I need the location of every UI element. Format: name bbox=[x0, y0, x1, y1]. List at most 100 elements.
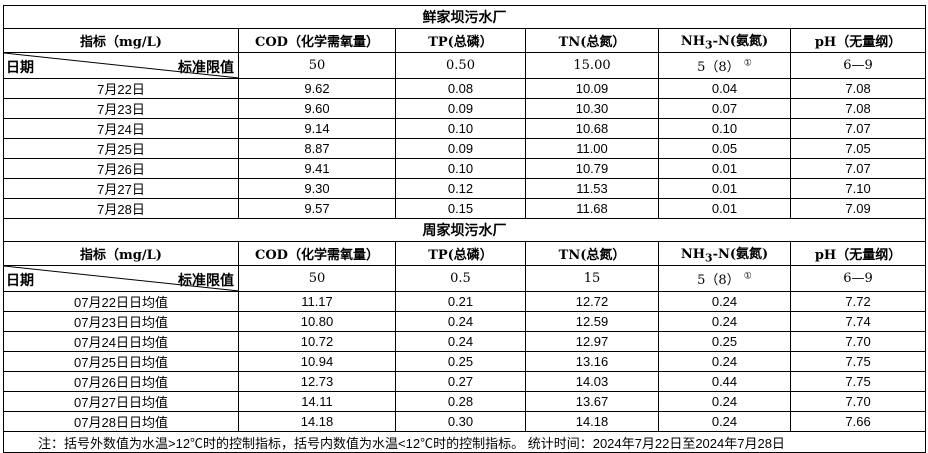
nh3-cell: 0.07 bbox=[658, 98, 791, 119]
date-cell: 7月25日 bbox=[3, 138, 239, 159]
ph-cell: 7.70 bbox=[789, 391, 927, 412]
footnote-marker: ① bbox=[743, 58, 752, 69]
nh3-cell: 0.01 bbox=[658, 178, 791, 199]
tn-cell: 11.53 bbox=[525, 178, 659, 199]
ph-cell: 7.75 bbox=[789, 351, 927, 372]
header-ph: pH（无量纲） bbox=[789, 241, 927, 266]
nh3-text-suffix: -N(氨氮) bbox=[712, 33, 769, 49]
nh3-cell: 0.05 bbox=[658, 138, 791, 159]
table-row: 7月23日 9.60 0.09 10.30 0.07 7.08 bbox=[3, 98, 927, 119]
std-ph: 6—9 bbox=[789, 52, 927, 79]
table-row: 07月22日日均值 11.17 0.21 12.72 0.24 7.72 bbox=[3, 291, 927, 312]
tp-cell: 0.24 bbox=[395, 331, 526, 352]
ph-cell: 7.70 bbox=[789, 331, 927, 352]
diagonal-header-cell: 日期 标准限值 bbox=[3, 52, 239, 79]
tp-cell: 0.09 bbox=[395, 138, 526, 159]
tp-cell: 0.27 bbox=[395, 371, 526, 392]
tp-cell: 0.08 bbox=[395, 78, 526, 99]
tp-cell: 0.10 bbox=[395, 158, 526, 179]
table-row: 07月27日日均值 14.11 0.28 13.67 0.24 7.70 bbox=[3, 391, 927, 412]
date-cell: 7月23日 bbox=[3, 98, 239, 119]
table-row: 07月26日日均值 12.73 0.27 14.03 0.44 7.75 bbox=[3, 371, 927, 392]
plant-name: 鲜家坝污水厂 bbox=[2, 5, 927, 29]
std-tn: 15.00 bbox=[525, 52, 659, 79]
tn-cell: 10.79 bbox=[525, 158, 659, 179]
date-cell: 7月26日 bbox=[3, 158, 239, 179]
std-tn: 15 bbox=[525, 265, 659, 292]
date-label: 日期 bbox=[6, 60, 34, 76]
tn-cell: 11.00 bbox=[525, 138, 659, 159]
tp-cell: 0.30 bbox=[395, 411, 526, 432]
header-cod: COD（化学需氧量） bbox=[238, 28, 396, 53]
date-cell: 7月27日 bbox=[3, 178, 239, 199]
table-row: 7月28日 9.57 0.15 11.68 0.01 7.09 bbox=[3, 198, 927, 219]
date-cell: 07月22日日均值 bbox=[3, 291, 239, 312]
tp-cell: 0.25 bbox=[395, 351, 526, 372]
standard-label: 标准限值 bbox=[178, 273, 234, 289]
standard-row: 日期 标准限值 50 0.50 15.00 5（8） ① 6—9 bbox=[3, 52, 927, 79]
tn-cell: 14.18 bbox=[525, 411, 659, 432]
tn-cell: 10.68 bbox=[525, 118, 659, 139]
std-ph: 6—9 bbox=[789, 265, 927, 292]
cod-cell: 8.87 bbox=[238, 138, 396, 159]
table-row: 7月27日 9.30 0.12 11.53 0.01 7.10 bbox=[3, 178, 927, 199]
tp-cell: 0.24 bbox=[395, 311, 526, 332]
ph-cell: 7.75 bbox=[789, 371, 927, 392]
date-cell: 07月25日日均值 bbox=[3, 351, 239, 372]
header-tn: TN(总氮） bbox=[525, 28, 659, 53]
nh3-cell: 0.44 bbox=[658, 371, 791, 392]
date-cell: 7月24日 bbox=[3, 118, 239, 139]
std-nh3n: 5（8） ① bbox=[658, 265, 791, 292]
plant-title-row: 周家坝污水厂 bbox=[2, 218, 927, 242]
table-row: 07月24日日均值 10.72 0.24 12.97 0.25 7.70 bbox=[3, 331, 927, 352]
header-nh3n: NH3-N(氨氮) bbox=[658, 28, 791, 53]
ph-cell: 7.08 bbox=[789, 98, 927, 119]
tn-cell: 13.67 bbox=[525, 391, 659, 412]
header-indicator: 指标（mg/L) bbox=[3, 241, 239, 266]
std-nh3n: 5（8） ① bbox=[658, 52, 791, 79]
footnote-marker: ① bbox=[743, 271, 752, 282]
ph-cell: 7.07 bbox=[789, 118, 927, 139]
cod-cell: 10.94 bbox=[238, 351, 396, 372]
tn-cell: 10.09 bbox=[525, 78, 659, 99]
ph-cell: 7.07 bbox=[789, 158, 927, 179]
table-row: 7月24日 9.14 0.10 10.68 0.10 7.07 bbox=[3, 118, 927, 139]
header-nh3n: NH3-N(氨氮) bbox=[658, 241, 791, 266]
ph-cell: 7.05 bbox=[789, 138, 927, 159]
tn-cell: 12.97 bbox=[525, 331, 659, 352]
table-row: 7月26日 9.41 0.10 10.79 0.01 7.07 bbox=[3, 158, 927, 179]
nh3-cell: 0.04 bbox=[658, 78, 791, 99]
tp-cell: 0.12 bbox=[395, 178, 526, 199]
tn-cell: 14.03 bbox=[525, 371, 659, 392]
cod-cell: 9.62 bbox=[238, 78, 396, 99]
header-tn: TN(总氮） bbox=[525, 241, 659, 266]
tp-cell: 0.15 bbox=[395, 198, 526, 219]
ph-cell: 7.10 bbox=[789, 178, 927, 199]
tp-cell: 0.10 bbox=[395, 118, 526, 139]
nh3-subscript: 3 bbox=[705, 38, 713, 52]
note-text: 注：括号外数值为水温>12℃时的控制指标，括号内数值为水温<12℃时的控制指标。… bbox=[2, 431, 927, 453]
standard-row: 日期 标准限值 50 0.5 15 5（8） ① 6—9 bbox=[3, 265, 927, 292]
tn-cell: 11.68 bbox=[525, 198, 659, 219]
table-row: 07月28日日均值 14.18 0.30 14.18 0.24 7.66 bbox=[3, 411, 927, 432]
date-cell: 7月28日 bbox=[3, 198, 239, 219]
std-cod: 50 bbox=[238, 52, 396, 79]
diagonal-line bbox=[4, 53, 238, 78]
ph-cell: 7.72 bbox=[789, 291, 927, 312]
ph-cell: 7.74 bbox=[789, 311, 927, 332]
cod-cell: 9.14 bbox=[238, 118, 396, 139]
tn-cell: 10.30 bbox=[525, 98, 659, 119]
tp-cell: 0.28 bbox=[395, 391, 526, 412]
std-nh3-value: 5（8） bbox=[697, 273, 740, 288]
tp-cell: 0.09 bbox=[395, 98, 526, 119]
standard-label: 标准限值 bbox=[178, 60, 234, 76]
date-cell: 7月22日 bbox=[3, 78, 239, 99]
table-row: 07月23日日均值 10.80 0.24 12.59 0.24 7.74 bbox=[3, 311, 927, 332]
date-cell: 07月27日日均值 bbox=[3, 391, 239, 412]
date-label: 日期 bbox=[6, 273, 34, 289]
nh3-cell: 0.24 bbox=[658, 351, 791, 372]
cod-cell: 11.17 bbox=[238, 291, 396, 312]
ph-cell: 7.09 bbox=[789, 198, 927, 219]
nh3-cell: 0.24 bbox=[658, 291, 791, 312]
nh3-cell: 0.24 bbox=[658, 311, 791, 332]
